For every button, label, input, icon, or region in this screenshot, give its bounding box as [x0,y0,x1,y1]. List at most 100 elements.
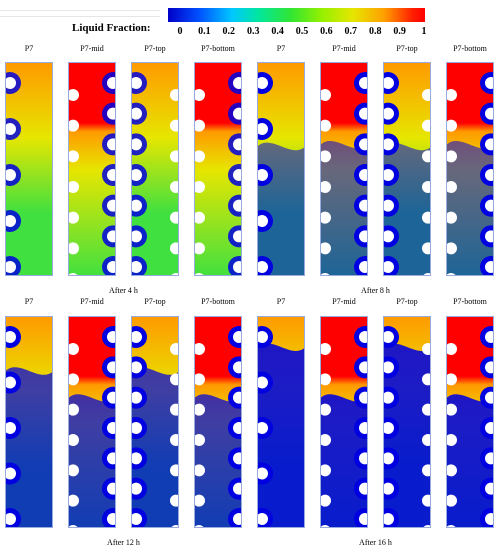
tube-hole [359,391,367,404]
tube-hole [132,513,142,525]
tube-hole [485,261,493,273]
tube-hole [6,169,16,181]
tube-hole [384,77,394,89]
tube-hole [195,119,205,132]
tube-hole [233,452,241,465]
tube-hole [233,331,241,343]
tube-hole [107,361,115,374]
tube-hole [170,89,178,101]
panel-label: P7-top [144,297,166,306]
tube-hole [485,199,493,212]
tube-hole [171,525,178,527]
tube-hole [132,77,142,89]
tube-hole [233,230,241,243]
tube-hole [359,361,367,374]
tube-hole [359,331,367,343]
tube-hole [447,119,457,132]
tube-hole [422,434,430,446]
tube-hole [233,107,241,120]
panel-label: P7 [24,297,34,306]
tube-hole [384,261,394,273]
tube-hole [485,361,493,374]
tube-hole [233,169,241,181]
tube-hole [321,181,331,193]
colorbar-title: Liquid Fraction: [72,22,151,34]
tube-hole [447,343,457,355]
tube-hole [321,373,331,386]
tube-hole [195,373,205,386]
tube-hole [233,513,241,525]
tube-hole [384,169,394,181]
tube-hole [422,211,430,224]
tube-hole [422,494,430,507]
tube-hole [132,199,142,212]
tube-hole [321,273,330,275]
panel-label: P7 [276,297,286,306]
tube-hole [6,215,16,227]
tube-hole [170,403,178,416]
tube-hole [195,273,204,275]
tube-hole [107,331,115,343]
panel-label: P7-mid [332,297,356,306]
contour-panel [320,62,368,276]
tube-hole [447,403,457,416]
tube-hole [233,261,241,273]
tube-hole [384,513,394,525]
tube-hole [384,391,394,404]
tube-hole [485,482,493,495]
tube-hole [132,361,142,374]
tube-hole [359,107,367,120]
time-label: After 12 h [107,538,140,547]
tube-hole [132,391,142,404]
tube-hole [6,261,16,273]
tube-hole [6,123,16,135]
tube-hole [447,434,457,446]
tube-hole [233,482,241,495]
tube-hole [258,376,268,389]
tube-hole [258,169,268,181]
tube-hole [359,230,367,243]
panel-label: P7 [24,44,34,53]
colorbar-tick-label: 0.6 [320,26,333,37]
tube-hole [233,361,241,374]
tube-hole [359,169,367,181]
contour-panel [131,62,179,276]
colorbar [168,8,425,22]
tube-hole [170,211,178,224]
tube-hole [422,373,430,386]
tube-hole [485,107,493,120]
tube-hole [170,434,178,446]
tube-hole [258,261,268,273]
tube-hole [233,199,241,212]
tube-hole [107,107,115,120]
tube-hole [447,273,456,275]
tube-hole [195,403,205,416]
tube-hole [384,452,394,465]
tube-hole [321,211,331,224]
tube-hole [195,211,205,224]
tube-hole [485,138,493,151]
tube-hole [132,452,142,465]
tube-hole [485,452,493,465]
tube-hole [69,119,79,132]
contour-panel [5,316,53,528]
tube-hole [258,215,268,227]
tube-hole [107,261,115,273]
tube-hole [485,513,493,525]
tube-hole [258,331,268,343]
tube-hole [359,77,367,89]
tube-hole [359,138,367,151]
tube-hole [258,123,268,135]
tube-hole [132,261,142,273]
tube-hole [170,343,178,355]
tube-hole [195,343,205,355]
tube-hole [170,181,178,193]
panel-label: P7-bottom [201,44,235,53]
tube-hole [422,150,430,163]
panel-label: P7-bottom [201,297,235,306]
tube-hole [6,331,16,343]
tube-hole [6,467,16,480]
tube-hole [107,169,115,181]
tube-hole [233,77,241,89]
tube-hole [233,138,241,151]
